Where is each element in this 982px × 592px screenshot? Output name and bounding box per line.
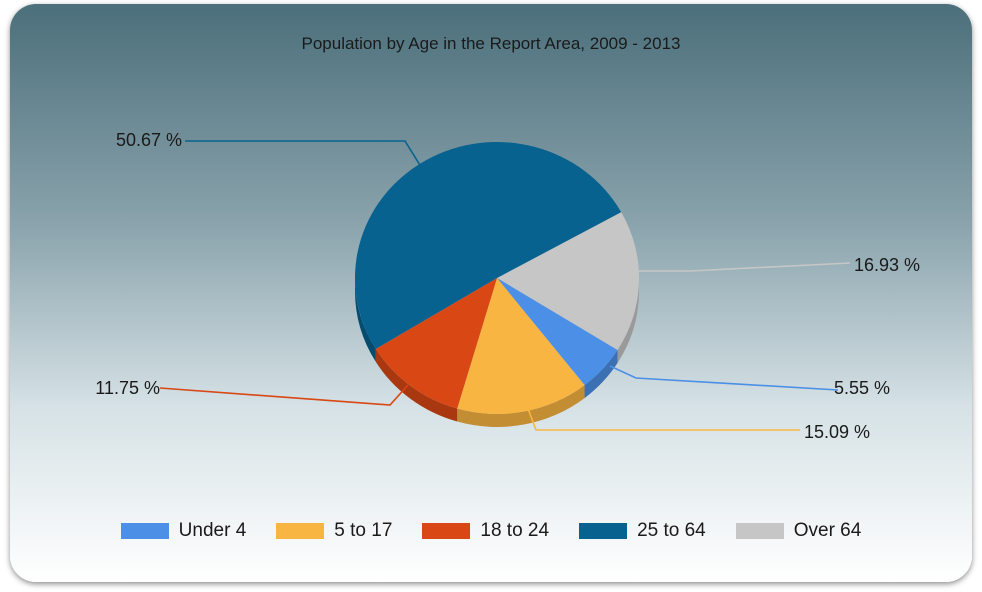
leader-line-18-to-24 xyxy=(159,384,409,406)
leader-line-over-64 xyxy=(620,262,851,272)
legend-label-5-to-17: 5 to 17 xyxy=(334,520,393,541)
legend-swatch-18-to-24 xyxy=(422,523,471,539)
data-label-over-64: 16.93 % xyxy=(854,255,920,275)
slice-25-to-64 xyxy=(354,141,622,349)
data-label-under-4: 5.55 % xyxy=(834,378,890,398)
legend-item-25-to-64: 25 to 64 xyxy=(579,520,706,542)
legend-item-under-4: Under 4 xyxy=(120,520,247,542)
legend-item-over-64: Over 64 xyxy=(735,520,862,542)
legend-label-18-to-24: 18 to 24 xyxy=(480,520,550,541)
slice-side-18-to-24 xyxy=(375,348,458,422)
leader-line-25-to-64 xyxy=(185,140,429,179)
legend-label-over-64: Over 64 xyxy=(793,520,862,541)
legend-item-5-to-17: 5 to 17 xyxy=(276,520,392,542)
legend-swatch-25-to-64 xyxy=(579,523,628,539)
legend-label-under-4: Under 4 xyxy=(178,520,247,541)
slice-18-to-24 xyxy=(375,278,497,409)
legend-item-18-to-24: 18 to 24 xyxy=(422,520,549,542)
slice-5-to-17 xyxy=(457,278,585,414)
legend-swatch-over-64 xyxy=(735,523,784,539)
leader-line-5-to-17 xyxy=(526,405,800,431)
slice-side-5-to-17 xyxy=(457,385,585,427)
slice-side-under-4 xyxy=(584,349,618,399)
chart-title: Population by Age in the Report Area, 20… xyxy=(301,34,681,53)
legend-swatch-5-to-17 xyxy=(276,523,325,539)
data-label-18-to-24: 11.75 % xyxy=(95,378,160,398)
leader-line-under-4 xyxy=(609,365,839,391)
slice-over-64 xyxy=(497,212,639,350)
slice-side-over-64 xyxy=(617,278,639,363)
data-label-5-to-17: 15.09 % xyxy=(804,422,870,442)
legend-label-25-to-64: 25 to 64 xyxy=(637,520,706,541)
legend: Under 4 5 to 17 18 to 24 25 to 64 Over 6… xyxy=(0,520,982,542)
slice-side-25-to-64 xyxy=(355,278,376,362)
legend-swatch-under-4 xyxy=(120,523,169,539)
slice-under-4 xyxy=(497,278,618,386)
data-label-25-to-64: 50.67 % xyxy=(116,130,182,150)
